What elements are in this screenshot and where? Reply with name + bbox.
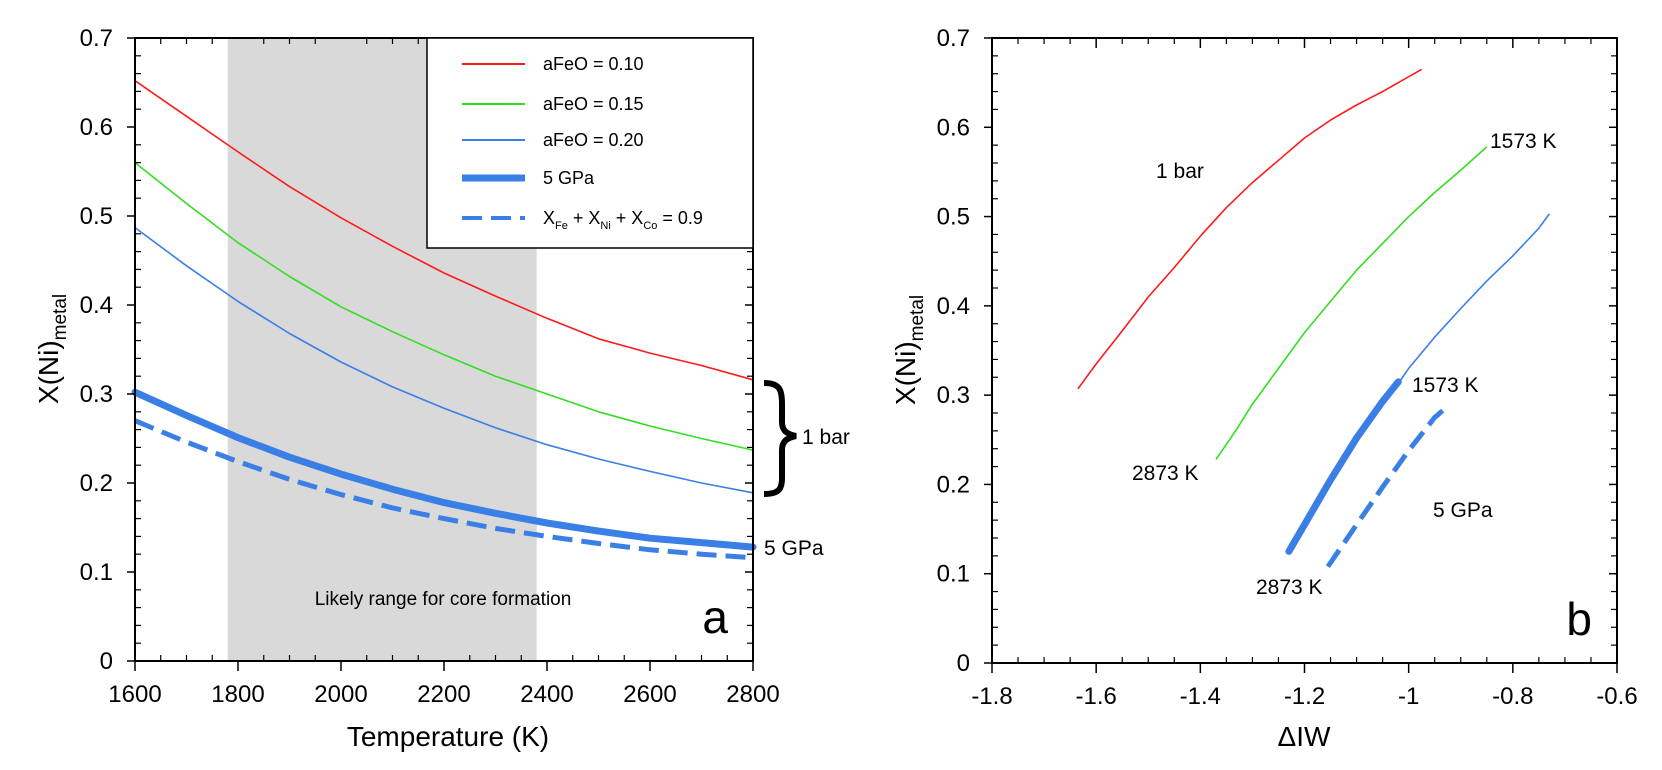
a-y-tick-label: 0.3 — [80, 381, 113, 408]
a-y-tick-label: 0.1 — [80, 559, 113, 586]
bracket-label-1bar: 1 bar — [802, 426, 850, 449]
panel-label-b: b — [1566, 593, 1592, 645]
a-x-tick-label: 1800 — [211, 681, 264, 708]
b-y-tick-label: 0.6 — [937, 114, 970, 141]
b-x-tick-label: -1.8 — [971, 683, 1012, 710]
b-y-tick-label: 0.3 — [937, 382, 970, 409]
legend-label-afeo-010: aFeO = 0.10 — [543, 54, 644, 74]
a-x-tick-label: 2200 — [417, 681, 470, 708]
y-axis-title-sub: metal — [907, 295, 928, 341]
y-axis-title-main: X(Ni) — [890, 341, 921, 405]
series-line-a-thin-33dd22 — [134, 161, 754, 451]
legend-label-5gpa: 5 GPa — [543, 168, 595, 188]
label-5gpa-b: 5 GPa — [1433, 499, 1493, 522]
panel-a: 1600 1800 2000 2200 2400 2600 2800 0 0.1 0.2 0.3 0.… — [33, 25, 850, 752]
b-x-tick-label: -0.6 — [1596, 683, 1637, 710]
a-x-tick-label: 1600 — [108, 681, 161, 708]
one-bar-bracket — [763, 380, 797, 497]
legend-box — [426, 37, 754, 249]
series-line-a-dashed-3a7fe6 — [134, 418, 754, 561]
series-line-b-thick-3a7fe6 — [1285, 378, 1402, 555]
legend-label-afeo-020: aFeO = 0.20 — [543, 130, 644, 150]
b-y-tick-label: 0.5 — [937, 204, 970, 231]
a-y-tick-label: 0.4 — [80, 292, 113, 319]
label-5gpa-a: 5 GPa — [764, 537, 824, 560]
a-x-tick-label: 2600 — [623, 681, 676, 708]
b-x-tick-label: -1.4 — [1180, 683, 1221, 710]
series-line-b-dashed-3a7fe6 — [1325, 406, 1447, 569]
y-axis-title-b: X(Ni)metal — [890, 295, 928, 405]
shaded-region-label: Likely range for core formation — [315, 589, 572, 610]
b-y-tick-label: 0.7 — [937, 25, 970, 52]
x-axis-title-b: ΔIW — [1278, 721, 1331, 752]
a-y-tick-label: 0.6 — [80, 114, 113, 141]
a-y-tick-label: 0.2 — [80, 470, 113, 497]
b-y-tick-label: 0.4 — [937, 293, 970, 320]
y-axis-title-main: X(Ni) — [33, 340, 64, 404]
series-line-b-thin-33dd22 — [1215, 146, 1488, 460]
legend-label-composition: XFe + XNi + XCo = 0.9 — [543, 208, 703, 232]
legend-label-afeo-015: aFeO = 0.15 — [543, 94, 644, 114]
a-x-tick-label: 2800 — [726, 681, 779, 708]
b-y-tick-label: 0.2 — [937, 471, 970, 498]
label-2873k-left: 2873 K — [1132, 462, 1199, 485]
a-y-tick-label: 0 — [100, 648, 113, 675]
label-1573k-lower: 1573 K — [1412, 374, 1479, 397]
panel-label-a: a — [702, 591, 728, 643]
b-x-tick-label: -1 — [1398, 683, 1419, 710]
b-y-tick-label: 0 — [957, 650, 970, 677]
y-axis-title-a: X(Ni)metal — [33, 294, 71, 404]
x-axis-title-a: Temperature (K) — [347, 721, 549, 752]
series-line-a-thick-3a7fe6 — [131, 388, 757, 551]
series-line-a-thin-3a7fe6 — [134, 226, 754, 494]
a-x-tick-label: 2400 — [520, 681, 573, 708]
a-y-tick-label: 0.7 — [80, 25, 113, 52]
label-1573k-upper: 1573 K — [1490, 130, 1557, 153]
b-x-tick-label: -1.2 — [1284, 683, 1325, 710]
b-x-tick-label: -0.8 — [1492, 683, 1533, 710]
y-axis-title-sub: metal — [50, 294, 71, 340]
b-x-tick-label: -1.6 — [1075, 683, 1116, 710]
b-y-tick-label: 0.1 — [937, 561, 970, 588]
legend: aFeO = 0.10 aFeO = 0.15 aFeO = 0.20 5 GP… — [426, 37, 754, 249]
label-1bar-b: 1 bar — [1156, 160, 1204, 183]
series-line-b-thin-3a7fe6 — [1397, 213, 1550, 384]
series-line-a-thin-ff1a1a — [134, 80, 754, 381]
series-line-b-thin-ff1a1a — [1077, 68, 1423, 390]
a-x-tick-label: 2000 — [314, 681, 367, 708]
a-y-tick-label: 0.5 — [80, 203, 113, 230]
label-2873k-lower: 2873 K — [1256, 576, 1323, 599]
panel-b: -1.8 -1.6 -1.4 -1.2 -1 -0.8 -0.6 0 0.1 0.2 0.3 0.4 0… — [890, 25, 1638, 752]
